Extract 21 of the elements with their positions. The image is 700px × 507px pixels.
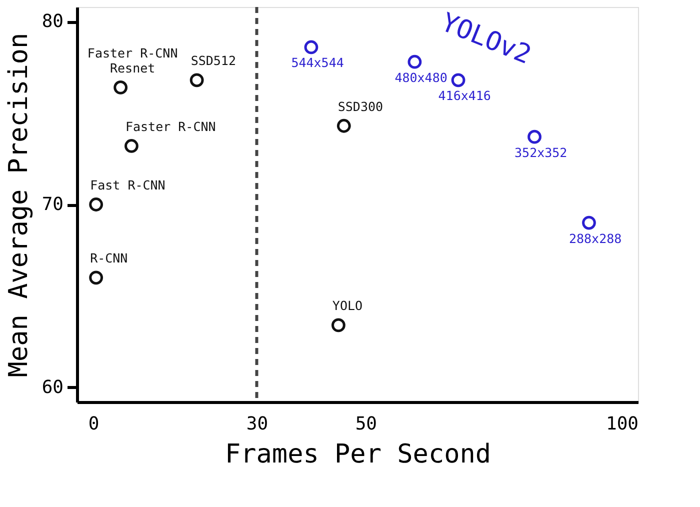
annotation: YOLO (332, 298, 363, 314)
annotation: Faster R-CNN Resnet (87, 45, 178, 76)
annotation: 288x288 (568, 230, 622, 246)
annotation: 544x544 (291, 55, 344, 70)
annotation: SSD512 (190, 53, 236, 68)
annotation: 352x352 (514, 144, 568, 160)
annotation: Faster R-CNN (125, 118, 216, 134)
annotation: 480x480 (394, 70, 448, 85)
x-tick-label: 50 (355, 414, 378, 434)
y-tick-label: 60 (42, 376, 64, 398)
annotation: 416x416 (438, 88, 491, 104)
annotation: SSD300 (338, 98, 384, 114)
y-axis-title: Mean Average Precision (4, 32, 34, 378)
y-tick-label: 80 (42, 11, 64, 32)
x-tick-label: 100 (606, 414, 638, 434)
annotation: R-CNN (90, 250, 128, 266)
x-tick-label: 30 (246, 414, 268, 434)
x-tick-label: 0 (88, 414, 100, 434)
x-axis-title: Frames Per Second (224, 440, 492, 470)
y-tick-label: 70 (42, 194, 64, 215)
annotation: Fast R-CNN (90, 178, 166, 192)
